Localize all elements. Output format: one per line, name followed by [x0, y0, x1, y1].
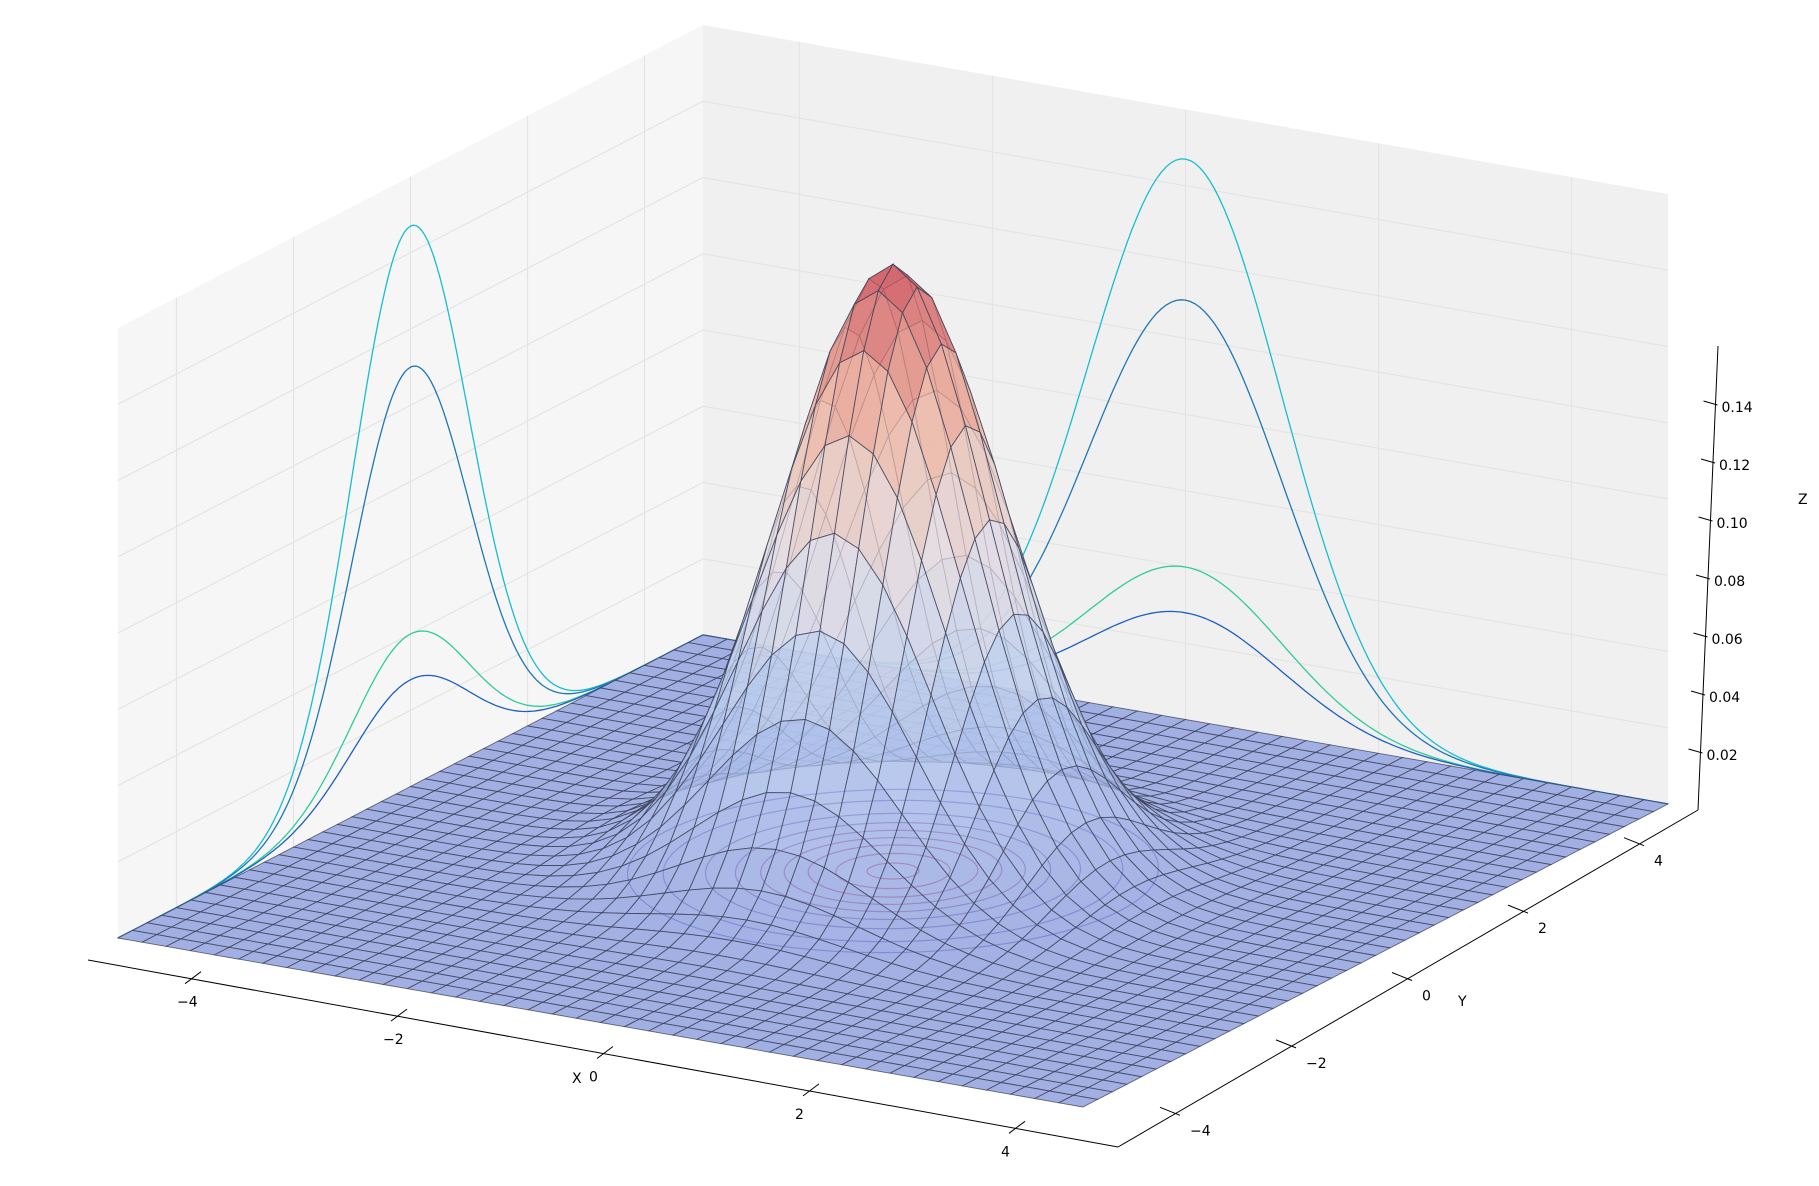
z-tick	[1695, 574, 1711, 580]
z-gridline	[117, 253, 1669, 558]
z-tick-label: 0.14	[1722, 400, 1753, 416]
z-tick-label: 0.06	[1712, 632, 1743, 648]
x-axis-label: X	[572, 1071, 582, 1087]
x-tick	[802, 1083, 820, 1097]
axis-ticks: −4 −2 0 2 4 −4 −2 0 2 4 0.02 0.04 0.06 0.08 0.10 0.12 0.…	[177, 400, 1753, 1160]
y-tick	[1507, 904, 1529, 914]
y-tick	[1275, 1039, 1297, 1049]
x-tick	[390, 1008, 408, 1022]
z-gridline	[117, 558, 1669, 863]
x-tick	[596, 1046, 614, 1059]
projection-curve	[117, 365, 704, 939]
z-gridline	[117, 329, 1669, 634]
x-tick-label: 0	[589, 1070, 598, 1086]
y-tick-label: −4	[1190, 1123, 1211, 1139]
x-tick	[184, 971, 202, 985]
y-tick	[1623, 837, 1645, 847]
y-tick-label: 0	[1422, 989, 1431, 1005]
z-tick-label: 0.04	[1709, 690, 1740, 706]
x-tick-label: −4	[177, 995, 198, 1011]
z-gridline	[117, 176, 1669, 482]
z-gridline	[117, 100, 1669, 405]
x-tick-label: −2	[383, 1032, 404, 1048]
z-tick	[1688, 748, 1703, 754]
z-tick	[1693, 632, 1708, 638]
y-tick-label: 2	[1538, 921, 1547, 937]
y-tick-label: −2	[1306, 1056, 1327, 1072]
z-tick-label: 0.02	[1707, 748, 1738, 764]
y-tick	[1391, 972, 1413, 981]
y-tick-label: 4	[1654, 854, 1663, 870]
z-tick	[1703, 400, 1718, 406]
z-tick-label: 0.12	[1719, 458, 1750, 474]
z-gridline	[117, 405, 1669, 710]
z-tick	[1700, 458, 1716, 464]
z-tick	[1698, 516, 1713, 522]
z-axis-label: Z	[1798, 492, 1808, 508]
z-gridline	[117, 481, 1669, 787]
x-tick-label: 4	[1001, 1144, 1010, 1160]
x-tick	[1008, 1120, 1026, 1134]
x-tick-label: 2	[795, 1107, 804, 1123]
z-tick	[1690, 690, 1706, 696]
surface-facet	[1057, 1094, 1099, 1108]
z-tick-label: 0.08	[1714, 574, 1745, 590]
gaussian-surface	[116, 262, 1670, 1108]
y-axis-label: Y	[1457, 994, 1467, 1010]
y-tick	[1159, 1106, 1181, 1116]
z-tick-label: 0.10	[1717, 516, 1748, 532]
